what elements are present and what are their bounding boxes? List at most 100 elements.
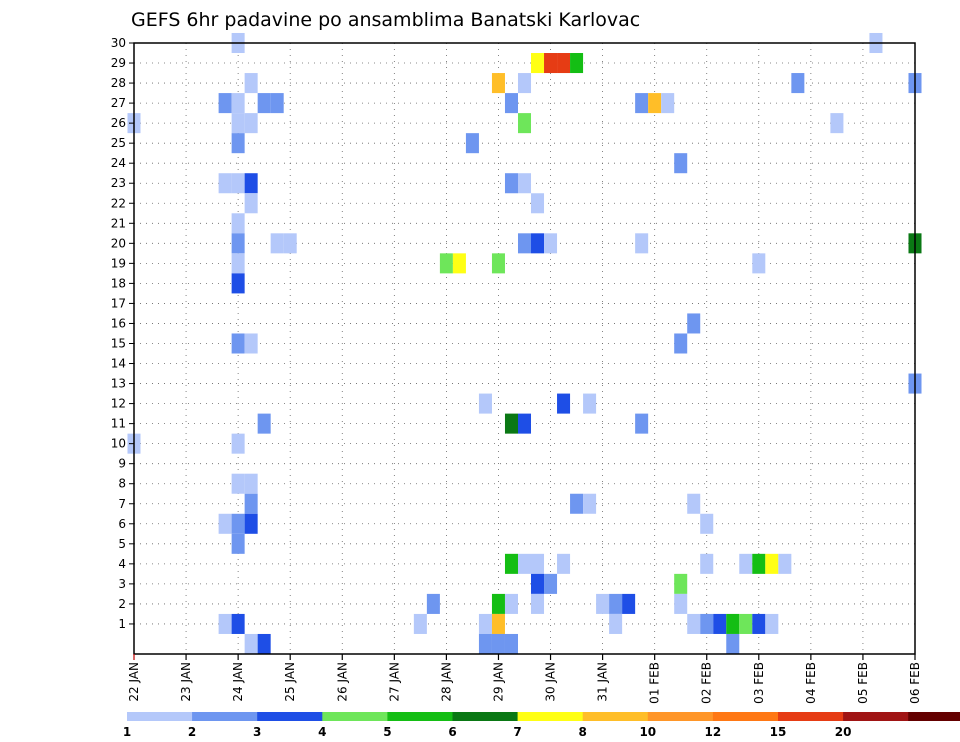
x-tick-label: 23 JAN (179, 662, 193, 702)
colorbar-label: 15 (770, 725, 787, 739)
y-tick-label: 10 (111, 437, 126, 451)
heatmap-cell (231, 113, 245, 134)
x-tick-label: 31 JAN (596, 662, 610, 702)
x-tick-label: 04 FEB (804, 662, 818, 704)
colorbar-swatch (778, 712, 844, 721)
heatmap-cell (609, 613, 623, 634)
heatmap-cell (218, 613, 232, 634)
heatmap-cell (244, 513, 258, 534)
heatmap-cell (231, 273, 245, 294)
x-tick-label: 28 JAN (439, 662, 453, 702)
heatmap-cell (478, 393, 492, 414)
heatmap-cell (674, 333, 688, 354)
colorbar-label: 8 (579, 725, 587, 739)
heatmap-cell (231, 473, 245, 494)
heatmap-cell (687, 613, 701, 634)
heatmap-cell (504, 93, 518, 114)
heatmap-cell (413, 613, 427, 634)
x-tick-label: 27 JAN (387, 662, 401, 702)
y-tick-label: 26 (111, 116, 126, 130)
heatmap-cell (739, 553, 753, 574)
x-tick-label: 06 FEB (908, 662, 922, 704)
colorbar-swatch (647, 712, 714, 721)
heatmap-cell (570, 53, 584, 74)
heatmap-cell (270, 93, 284, 114)
heatmap-cell (231, 133, 245, 154)
colorbar-label: 1 (123, 725, 131, 739)
heatmap-cell (426, 593, 440, 614)
heatmap-cell (752, 553, 766, 574)
heatmap-cell (517, 113, 532, 134)
heatmap-cell (765, 613, 779, 634)
heatmap-cell (517, 173, 532, 194)
heatmap-cell (231, 233, 245, 254)
colorbar-swatch (127, 712, 193, 721)
heatmap-cell (244, 473, 258, 494)
heatmap-cell (674, 593, 688, 614)
heatmap-cell (478, 633, 492, 654)
colorbar-swatch (908, 712, 960, 721)
heatmap-cell (830, 113, 844, 134)
heatmap-cell (687, 313, 701, 334)
colorbar-swatch (843, 712, 909, 721)
heatmap-cell (531, 193, 545, 214)
heatmap-cell (231, 513, 245, 534)
y-tick-label: 15 (111, 336, 126, 350)
y-tick-label: 19 (111, 256, 126, 270)
heatmap-cell (726, 633, 740, 654)
heatmap-cell (557, 553, 571, 574)
x-tick-label: 05 FEB (856, 662, 870, 704)
y-tick-label: 21 (111, 216, 126, 230)
heatmap-cell (231, 613, 245, 634)
colorbar-label: 3 (253, 725, 261, 739)
heatmap-cell (517, 413, 532, 434)
x-tick-label: 03 FEB (752, 662, 766, 704)
heatmap-cell (491, 253, 505, 274)
heatmap-cell (635, 233, 649, 254)
y-tick-label: 13 (111, 377, 126, 391)
colorbar-label: 12 (705, 725, 722, 739)
heatmap-cell (231, 433, 245, 454)
heatmap-cell (452, 253, 466, 274)
heatmap-cell (231, 213, 245, 234)
y-tick-label: 27 (111, 96, 126, 110)
heatmap-cell (583, 493, 597, 514)
colorbar-label: 20 (835, 725, 852, 739)
chart-title: GEFS 6hr padavine po ansamblima Banatski… (131, 9, 640, 31)
heatmap-cell (231, 93, 245, 114)
y-tick-label: 1 (118, 617, 126, 631)
heatmap-cell (544, 573, 558, 594)
y-tick-label: 12 (111, 397, 126, 411)
y-tick-label: 22 (111, 196, 126, 210)
heatmap-cell (635, 413, 649, 434)
heatmap-cell (791, 73, 805, 94)
y-tick-label: 14 (111, 357, 126, 371)
heatmap-cell (752, 613, 766, 634)
heatmap-cell (504, 413, 518, 434)
heatmap-cell (478, 613, 492, 634)
heatmap-cell (465, 133, 479, 154)
heatmap-cell (570, 493, 584, 514)
y-tick-label: 3 (118, 577, 126, 591)
x-axis-ticks: 22 JAN 23 JAN 24 JAN 25 JAN 26 JAN 27 JAN 28 J… (127, 654, 922, 704)
heatmap-cell (700, 553, 714, 574)
colorbar: 1 2 3 4 5 6 7 8 10 12 15 20 (123, 712, 960, 739)
heatmap-cell (557, 393, 571, 414)
colorbar-label: 10 (639, 725, 656, 739)
y-tick-label: 16 (111, 316, 126, 330)
colorbar-swatch (257, 712, 323, 721)
y-tick-label: 30 (111, 36, 126, 50)
heatmap-cell (596, 593, 610, 614)
colorbar-label: 2 (188, 725, 196, 739)
heatmap-cell (504, 553, 518, 574)
heatmap-cell (218, 513, 232, 534)
x-tick-label: 01 FEB (648, 662, 662, 704)
heatmap-cell (622, 593, 636, 614)
heatmap-cell (713, 613, 727, 634)
heatmap-cell (544, 53, 558, 74)
y-tick-label: 2 (118, 597, 126, 611)
heatmap-cell (491, 613, 505, 634)
x-tick-label: 26 JAN (335, 662, 349, 702)
heatmap-cells (127, 32, 922, 654)
colorbar-label: 6 (448, 725, 456, 739)
